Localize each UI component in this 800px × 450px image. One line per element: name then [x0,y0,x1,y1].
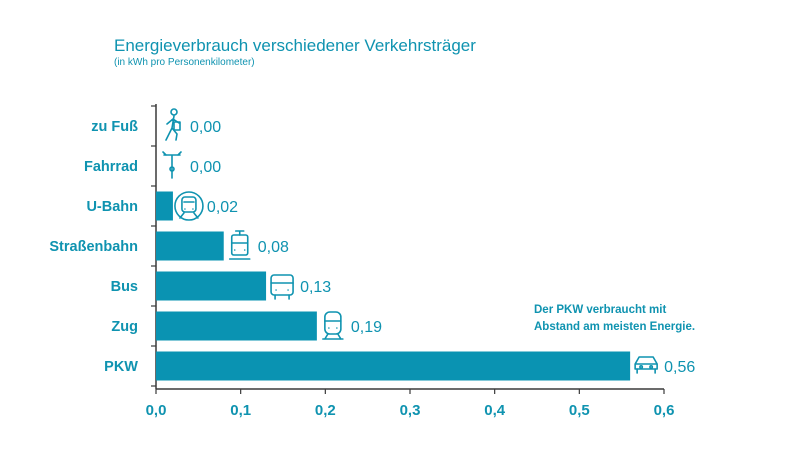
x-tick-label: 0,2 [315,402,336,419]
value-label: 0,19 [351,319,382,336]
category-label: Zug [111,319,138,335]
tram-icon [228,230,251,260]
x-tick-label: 0,1 [230,402,251,419]
train-icon [322,311,344,340]
x-tick-label: 0,0 [146,402,167,419]
annotation-line-2: Abstand am meisten Energie. [534,321,696,333]
category-label: Straßenbahn [49,239,138,255]
x-tick-label: 0,5 [569,402,590,419]
annotation-line-1: Der PKW verbraucht mit [534,304,667,316]
x-tick-label: 0,3 [400,402,421,419]
category-label: Bus [111,279,138,295]
subway-icon [174,191,204,221]
value-label: 0,13 [300,279,331,296]
bar-5 [156,311,317,341]
pedestrian-icon [165,108,181,141]
car-icon [634,356,658,374]
bicycle-icon [162,151,182,179]
value-label: 0,00 [190,119,221,136]
chart-subtitle: (in kWh pro Personenkilometer) [114,57,255,68]
category-label: PKW [104,359,138,375]
bar-3 [156,231,224,261]
bus-icon [270,274,294,300]
bar-4 [156,271,267,301]
x-tick-label: 0,4 [484,402,506,419]
category-label: zu Fuß [91,119,138,135]
chart-annotation: Der PKW verbraucht mit Abstand am meiste… [534,302,695,336]
value-label: 0,00 [190,159,221,176]
chart-title: Energieverbrauch verschiedener Verkehrst… [114,36,476,55]
value-label: 0,02 [207,199,238,216]
bar-2 [156,191,173,221]
bar-6 [156,351,631,381]
x-tick-label: 0,6 [654,402,675,419]
value-label: 0,08 [258,239,289,256]
category-label: U-Bahn [86,199,138,215]
category-label: Fahrrad [84,159,138,175]
value-label: 0,56 [664,359,695,376]
